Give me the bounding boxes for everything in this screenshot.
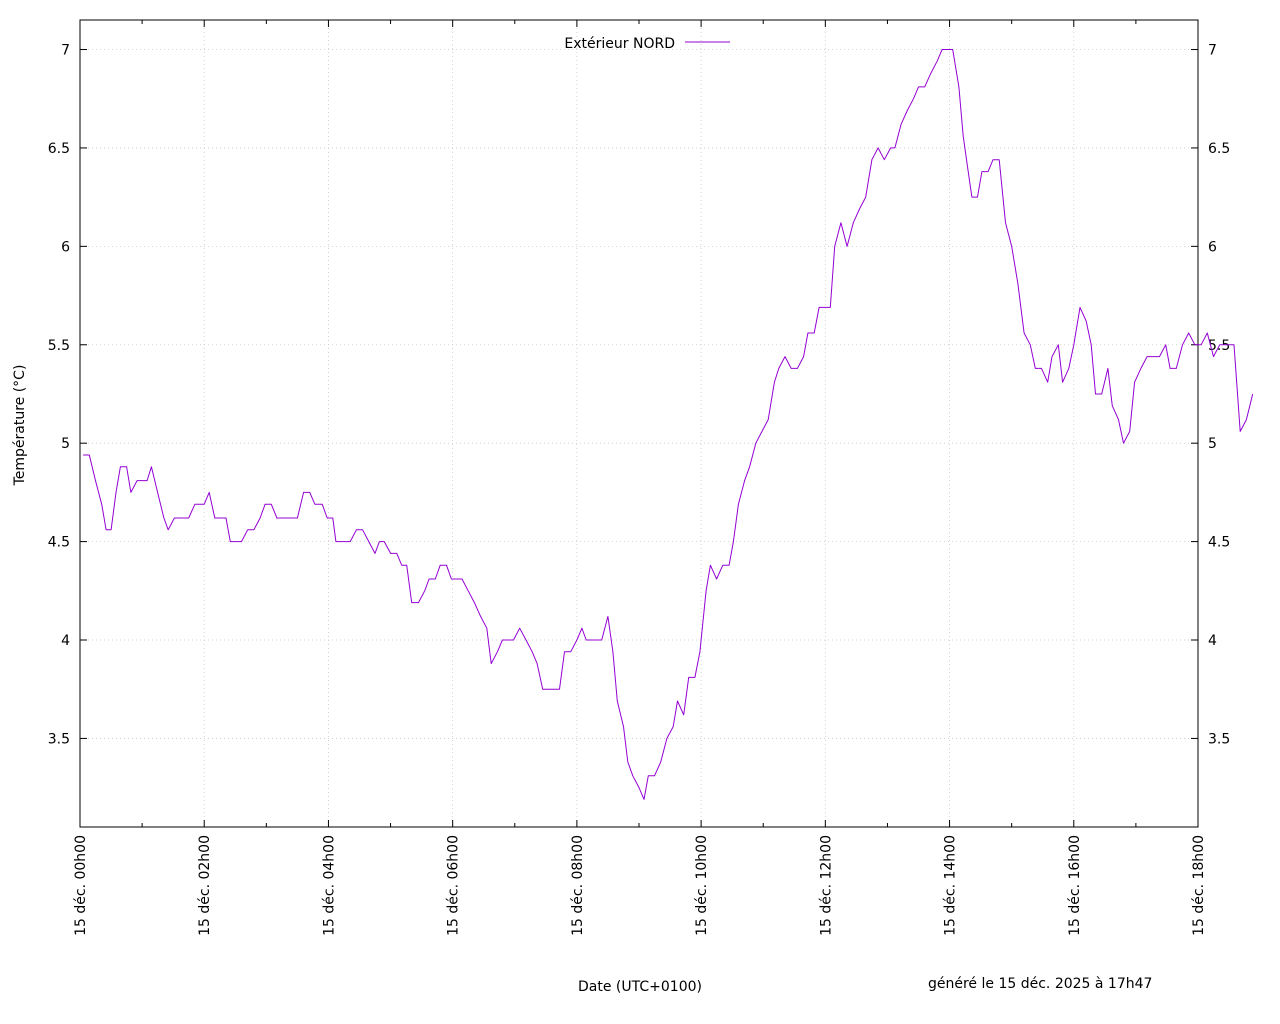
- x-tick-label: 15 déc. 08h00: [570, 835, 586, 936]
- y-tick-label-left: 3.5: [48, 731, 70, 747]
- y-tick-label-right: 4.5: [1208, 535, 1230, 551]
- series-line-exterieur-nord: [83, 49, 1254, 800]
- y-axis-title: Température (°C): [12, 365, 28, 487]
- y-tick-label-right: 6.5: [1208, 141, 1230, 157]
- y-tick-label-left: 4: [61, 633, 70, 649]
- y-tick-label-left: 5.5: [48, 338, 70, 354]
- x-tick-label: 15 déc. 02h00: [197, 835, 213, 936]
- legend-label: Extérieur NORD: [564, 36, 675, 52]
- y-tick-label-left: 7: [61, 43, 70, 59]
- axis-ticks: [79, 20, 1199, 827]
- legend: Extérieur NORD: [564, 36, 730, 52]
- generated-timestamp: généré le 15 déc. 2025 à 17h47: [928, 976, 1153, 992]
- y-tick-label-right: 7: [1208, 43, 1217, 59]
- y-tick-label-right: 6: [1208, 239, 1217, 255]
- x-tick-label: 15 déc. 04h00: [321, 835, 337, 936]
- y-tick-label-right: 4: [1208, 633, 1217, 649]
- y-tick-label-right: 5: [1208, 436, 1217, 452]
- y-tick-label-left: 6: [61, 239, 70, 255]
- series-layer: [83, 49, 1254, 800]
- x-tick-label: 15 déc. 16h00: [1067, 835, 1083, 936]
- plot-area-border: [79, 19, 1199, 828]
- x-axis-title: Date (UTC+0100): [578, 979, 702, 995]
- grid-lines: [80, 20, 1198, 827]
- y-tick-label-right: 3.5: [1208, 731, 1230, 747]
- x-tick-label: 15 déc. 12h00: [818, 835, 834, 936]
- x-tick-label: 15 déc. 10h00: [694, 835, 710, 936]
- tick-labels: 3.5 3.54 44.5 4.55 55.5 5.56 66.5 6.57 715 déc. …: [48, 43, 1231, 936]
- y-tick-label-left: 4.5: [48, 535, 70, 551]
- y-tick-label-left: 6.5: [48, 141, 70, 157]
- x-tick-label: 15 déc. 18h00: [1191, 835, 1207, 936]
- y-tick-label-left: 5: [61, 436, 70, 452]
- x-tick-label: 15 déc. 14h00: [943, 835, 959, 936]
- x-tick-label: 15 déc. 06h00: [446, 835, 462, 936]
- x-tick-label: 15 déc. 00h00: [73, 835, 89, 936]
